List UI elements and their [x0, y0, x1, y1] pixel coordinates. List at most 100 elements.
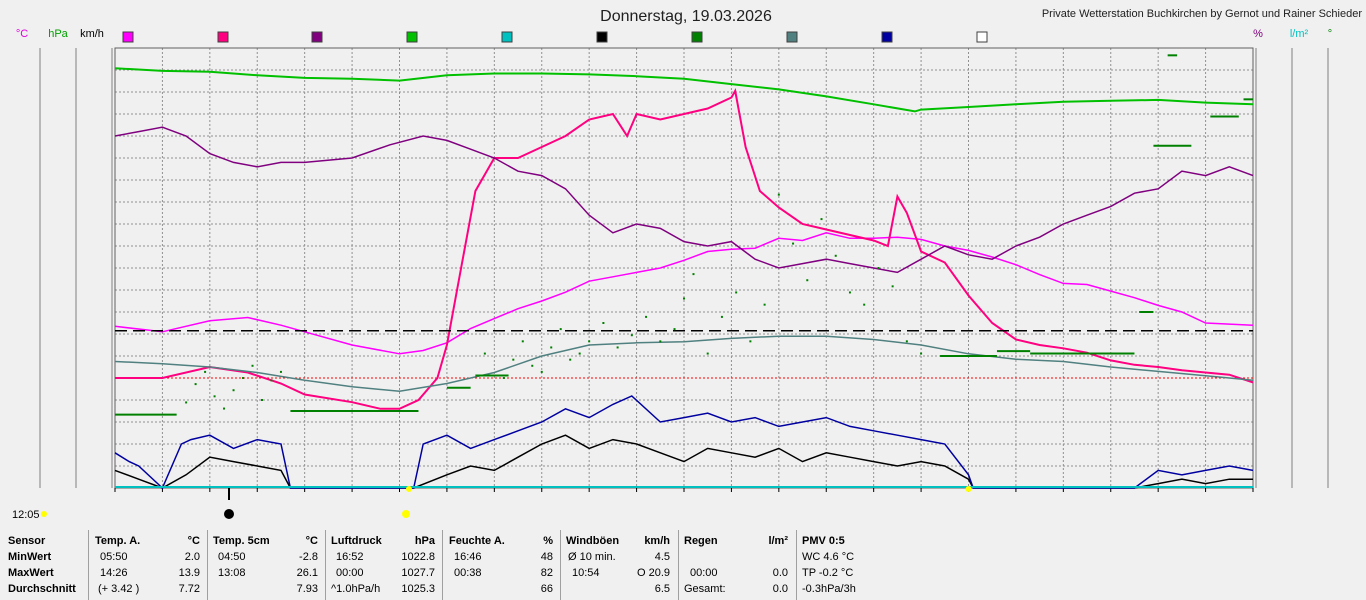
stats-max-pressure-value: 1027.7	[401, 567, 435, 579]
stats-header-wind: Windböen	[566, 535, 620, 547]
direction-point	[540, 370, 543, 373]
direction-point	[512, 358, 515, 361]
direction-point	[806, 279, 809, 282]
stats-avg-tempA-value: 7.72	[178, 583, 200, 595]
rain-axis-unit: l/m²	[1290, 28, 1309, 40]
direction-point	[270, 379, 273, 382]
stats-avg-pressure-value: 1025.3	[401, 583, 435, 595]
direction-point	[588, 340, 591, 343]
stats-min-humidity-value: 48	[540, 551, 553, 563]
stats-header-wind-unit: km/h	[644, 535, 670, 547]
stats-max-pmv: TP -0.2 °C	[802, 567, 854, 579]
stats-max-label: MaxWert	[8, 567, 54, 579]
pressure-axis-unit: hPa	[48, 28, 68, 40]
stats-avg-wind-value: 6.5	[654, 583, 670, 595]
series-line-temp-5cm-	[115, 88, 1254, 410]
stats-max-temp5-time: 13:08	[218, 567, 246, 579]
direction-point	[749, 340, 752, 343]
humidity-axis-unit: %	[1253, 28, 1263, 40]
direction-point	[260, 399, 263, 401]
legend-swatch	[596, 31, 608, 43]
stats-header-tempA: Temp. A.	[95, 535, 141, 547]
stats-max-humidity-time: 00:38	[454, 567, 482, 579]
direction-point	[673, 328, 676, 331]
series-line-luftdruck	[114, 67, 1254, 113]
direction-point	[848, 291, 851, 294]
stats-max-rain-time: 00:00	[690, 567, 718, 579]
direction-point	[502, 377, 505, 379]
stats-max-wind-time: 10:54	[572, 567, 600, 579]
stats-min-wind-value: 4.5	[654, 551, 670, 563]
legend-swatch	[217, 31, 229, 43]
stats-table: Sensor Temp. A. °C Temp. 5cm °C Luftdruc…	[0, 530, 1366, 600]
direction-point	[720, 315, 723, 318]
legend-swatch	[122, 31, 134, 43]
direction-point	[223, 407, 226, 410]
legend-swatch	[691, 31, 703, 43]
stats-header-temp5-unit: °C	[305, 535, 318, 547]
stats-header-humidity-unit: %	[543, 535, 553, 547]
stats-avg-rain-value: 0.0	[772, 583, 788, 595]
grid	[114, 47, 1254, 489]
direction-point	[550, 346, 553, 349]
stats-min-wind-time: Ø 10 min.	[568, 551, 616, 563]
direction-point	[777, 193, 780, 196]
series-line-feuchte-a-	[114, 126, 1254, 274]
direction-point	[194, 383, 197, 386]
direction-point	[204, 370, 207, 373]
direction-point	[559, 328, 562, 331]
direction-point	[645, 315, 648, 318]
bottom-time: 12:05	[12, 509, 40, 521]
direction-point	[706, 352, 709, 355]
stats-min-pressure-value: 1022.8	[401, 551, 435, 563]
stats-header-humidity: Feuchte A.	[449, 535, 505, 547]
chart-title: Donnerstag, 19.03.2026	[600, 8, 772, 25]
time-sun-icon	[41, 511, 47, 517]
direction-point	[185, 401, 188, 404]
stats-min-temp5-value: -2.8	[299, 551, 318, 563]
direction-point	[763, 303, 766, 306]
direction-point	[905, 340, 908, 343]
series-line-taupunkt	[114, 335, 1254, 392]
stats-header-pressure: Luftdruck	[331, 535, 382, 547]
direction-point	[920, 352, 923, 355]
stats-avg-temp5-value: 7.93	[296, 583, 318, 595]
stats-min-tempA-value: 2.0	[184, 551, 200, 563]
temp-axis-unit: °C	[16, 28, 28, 40]
stats-avg-rain-label: Gesamt:	[684, 583, 726, 595]
stats-min-temp5-time: 04:50	[218, 551, 246, 563]
direction-point	[521, 340, 524, 343]
stats-min-pressure-time: 16:52	[336, 551, 364, 563]
direction-axis-unit: °	[1328, 28, 1332, 40]
stats-header-sensor: Sensor	[8, 535, 46, 547]
direction-point	[483, 352, 486, 355]
stats-min-tempA-time: 05:50	[100, 551, 128, 563]
stats-max-tempA-value: 13.9	[178, 567, 200, 579]
stats-max-rain-value: 0.0	[772, 567, 788, 579]
stats-max-wind-value: O 20.9	[636, 567, 670, 579]
direction-point	[863, 303, 866, 306]
wind-axis-unit: km/h	[80, 28, 104, 40]
legend-swatch	[311, 31, 323, 43]
stats-min-pmv: WC 4.6 °C	[802, 551, 855, 563]
stats-avg-tempA-trend: (+ 3.42 )	[98, 583, 140, 595]
stats-header-pmv: PMV 0:5	[802, 535, 845, 547]
direction-point	[792, 242, 795, 245]
direction-point	[602, 322, 605, 324]
direction-point	[251, 364, 254, 367]
legend-swatch	[501, 31, 513, 43]
stats-avg-label: Durchschnitt	[8, 583, 76, 595]
stats-max-temp5-value: 26.1	[296, 567, 318, 579]
direction-point	[242, 377, 245, 379]
direction-point	[891, 285, 894, 288]
stats-header-rain: Regen	[684, 535, 718, 547]
stats-max-pressure-time: 00:00	[336, 567, 364, 579]
stats-header-tempA-unit: °C	[187, 535, 200, 547]
direction-point	[232, 389, 235, 392]
sunset-marker	[965, 486, 972, 492]
stats-avg-pmv: -0.3hPa/3h	[802, 583, 856, 595]
legend-swatch	[881, 31, 893, 43]
direction-point	[692, 273, 695, 276]
direction-point	[213, 395, 216, 398]
legend-swatch	[976, 31, 988, 43]
